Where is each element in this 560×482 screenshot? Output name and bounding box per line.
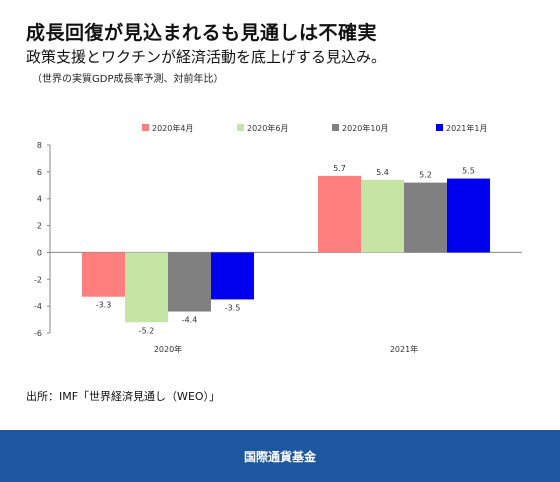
bar-4-1 xyxy=(211,252,254,300)
y-tick-label: 4 xyxy=(37,195,42,204)
chart-note: （世界の実質GDP成長率予測、対前年比） xyxy=(32,74,224,85)
data-label: 5.7 xyxy=(333,164,346,173)
y-tick-label: 0 xyxy=(37,248,42,257)
legend-swatch-3 xyxy=(332,124,339,131)
data-label: 5.2 xyxy=(419,171,432,180)
bar-3-2 xyxy=(404,182,447,253)
y-tick-label: 8 xyxy=(37,141,42,150)
y-tick-label: -4 xyxy=(34,302,42,311)
bar-1-2 xyxy=(318,175,361,253)
bar-2-1 xyxy=(125,252,168,323)
y-tick-label: -6 xyxy=(34,329,42,338)
footer-banner: 国際通貨基金 xyxy=(0,430,560,482)
legend-label-2: 2020年6月 xyxy=(247,123,288,133)
y-tick-label: -2 xyxy=(34,275,42,284)
bar-3-1 xyxy=(168,252,211,312)
bar-1-1 xyxy=(82,252,125,297)
chart-subtitle: 政策支援とワクチンが経済活動を底上げする見込み。 xyxy=(26,48,387,66)
legend-swatch-2 xyxy=(237,124,244,131)
legend-swatch-4 xyxy=(436,124,443,131)
y-tick-label: 2 xyxy=(37,222,42,231)
footer-org-name: 国際通貨基金 xyxy=(243,449,316,464)
legend-label-4: 2021年1月 xyxy=(446,123,487,133)
data-label: -5.2 xyxy=(139,326,155,335)
bar-chart: -6 -4 -2 0 2 4 6 8 -3.3 -5.2 -4.4 -3.5 2020年 5.7 5.4 5.… xyxy=(34,123,522,354)
x-tick-label: 2021年 xyxy=(390,344,418,354)
legend-label-1: 2020年4月 xyxy=(152,123,193,133)
data-label: -3.3 xyxy=(96,301,112,310)
legend-swatch-1 xyxy=(142,124,149,131)
data-label: 5.4 xyxy=(376,168,389,177)
bar-4-2 xyxy=(447,178,490,253)
bar-2-2 xyxy=(361,179,404,253)
data-label: -3.5 xyxy=(225,303,241,312)
y-tick-label: 6 xyxy=(37,168,42,177)
data-label: 5.5 xyxy=(462,167,475,176)
data-label: -4.4 xyxy=(182,316,198,325)
legend-label-3: 2020年10月 xyxy=(342,123,389,133)
source-note: 出所：IMF「世界経済見通し（WEO）」 xyxy=(26,390,221,403)
chart-title: 成長回復が見込まれるも見通しは不確実 xyxy=(26,22,378,44)
x-tick-label: 2020年 xyxy=(154,344,182,354)
